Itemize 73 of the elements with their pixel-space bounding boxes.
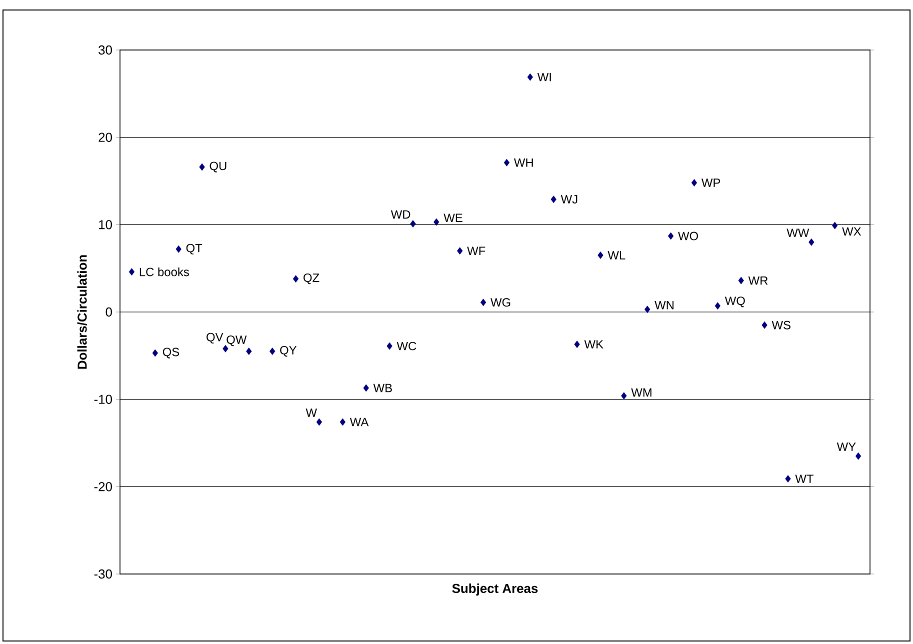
data-label: QT xyxy=(186,244,202,254)
data-label: WL xyxy=(608,251,626,260)
data-label: WC xyxy=(396,342,416,350)
data-label: WQ xyxy=(724,296,745,308)
point xyxy=(808,238,814,246)
y-tick-label: 30 xyxy=(98,45,112,55)
point xyxy=(316,418,322,426)
data-label: WI xyxy=(537,72,551,82)
y-tick-label: -30 xyxy=(94,569,112,579)
point xyxy=(340,418,346,426)
point xyxy=(574,340,580,348)
data-label: QS xyxy=(162,348,180,358)
data-label: WY xyxy=(836,442,856,451)
data-label: WB xyxy=(373,384,392,392)
data-label: WW xyxy=(786,228,810,237)
data-label: WA xyxy=(350,418,369,426)
point xyxy=(480,298,486,306)
point xyxy=(504,158,510,166)
y-tick-label: -10 xyxy=(94,394,112,404)
data-label: LC books xyxy=(140,267,189,276)
data-label: WE xyxy=(444,214,462,222)
data-label: WS xyxy=(772,320,790,330)
point xyxy=(152,349,158,357)
data-label: WF xyxy=(467,246,486,255)
data-label: WM xyxy=(631,388,652,397)
point xyxy=(738,276,744,284)
point xyxy=(386,342,392,350)
data-label: WG xyxy=(490,298,510,307)
data-label: WD xyxy=(390,210,410,219)
point xyxy=(222,344,228,352)
data-label: W xyxy=(306,408,317,417)
data-label: WK xyxy=(584,340,604,348)
point xyxy=(644,306,650,314)
point xyxy=(246,348,252,355)
point xyxy=(621,392,627,400)
point xyxy=(832,222,838,230)
y-tick-label: -20 xyxy=(94,482,112,492)
point xyxy=(199,163,205,171)
point xyxy=(598,252,604,259)
y-tick-label: 10 xyxy=(99,220,112,230)
y-axis-title: Dollars/Circulation xyxy=(77,255,87,369)
point xyxy=(410,220,416,228)
point xyxy=(176,245,182,253)
data-label: WJ xyxy=(560,195,578,204)
data-label: QY xyxy=(280,346,297,357)
point xyxy=(527,73,533,81)
point xyxy=(363,384,369,392)
point xyxy=(691,179,698,186)
point xyxy=(668,232,674,240)
data-label: WH xyxy=(514,158,533,167)
point xyxy=(457,247,463,255)
point xyxy=(855,452,862,460)
y-tick-label: 20 xyxy=(98,132,112,142)
x-axis-title: Subject Areas xyxy=(452,584,538,596)
data-label: WN xyxy=(654,301,674,310)
data-label: WP xyxy=(701,178,720,187)
data-label: WR xyxy=(748,276,768,285)
point xyxy=(292,275,299,283)
data-label: QU xyxy=(210,162,226,172)
data-label: WX xyxy=(842,227,862,236)
point xyxy=(550,196,556,204)
data-label: WO xyxy=(678,232,698,240)
point xyxy=(270,348,276,355)
y-tick-label: 0 xyxy=(106,307,112,317)
point xyxy=(785,475,791,483)
point xyxy=(434,218,440,226)
data-label: QZ xyxy=(304,274,320,284)
data-label: QV xyxy=(206,332,224,344)
point xyxy=(762,321,768,329)
data-label: WT xyxy=(795,474,814,483)
point xyxy=(714,302,720,310)
data-label: QW xyxy=(226,335,247,346)
point xyxy=(128,268,135,276)
